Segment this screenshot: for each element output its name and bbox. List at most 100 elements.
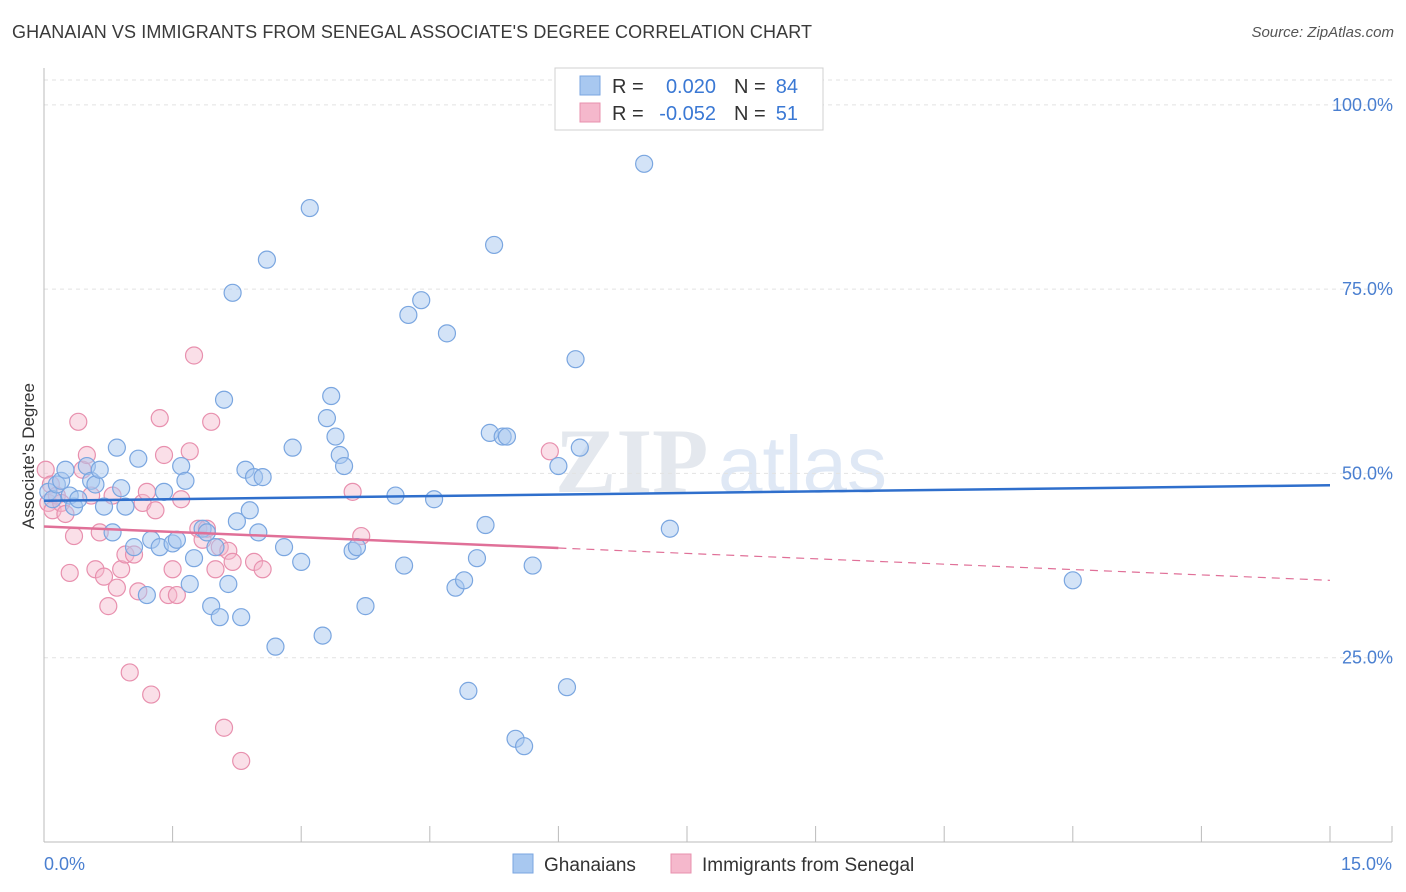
ghanaians-point [167,530,186,549]
ghanaians-point [94,497,114,516]
legend-n-label-1: N = [734,76,766,98]
ghanaians-point [240,501,259,520]
ghanaians-point [317,409,337,428]
y-tick-label: 25.0% [1342,648,1393,668]
legend-senegal-swatch [670,853,692,874]
senegal-point [60,563,79,583]
legend-r-label-2: R = [612,103,644,125]
ghanaians-point [454,571,474,590]
ghanaians-point [274,538,294,557]
ghanaians-point [356,597,375,616]
senegal-point [163,560,182,579]
ghanaians-point [437,324,457,343]
watermark: ZIP [555,410,708,512]
senegal-point [99,597,118,616]
ghanaians-point [266,637,285,656]
x-tick-label-min: 0.0% [44,854,85,874]
ghanaians-point [635,154,654,173]
legend-n-label-2: N = [734,103,766,125]
ghanaians-point [326,427,345,446]
ghanaians-point [227,512,246,531]
ghanaians-point [283,438,302,457]
senegal-trend-line [43,525,559,550]
legend-senegal-label: Immigrants from Senegal [702,855,914,876]
senegal-point [137,482,156,501]
ghanaians-point [347,538,367,557]
series-legend: Ghanaians Immigrants from Senegal [512,853,914,876]
senegal-point [253,560,272,579]
ghanaians-point [129,449,148,468]
senegal-point [214,718,234,737]
series-ghanaians-points [39,154,1082,756]
legend-n-value-2: 51 [776,103,798,125]
senegal-point [154,445,174,465]
senegal-point [64,526,84,546]
ghanaians-point [424,490,444,509]
ghanaians-point [523,556,542,575]
ghanaians-point [557,678,577,697]
ghanaians-point [476,515,495,535]
trend-lines [43,483,1331,581]
ghanaians-point [459,681,478,700]
ghanaians-point [103,523,122,542]
ghanaians-point [257,250,277,269]
legend-n-value-1: 84 [776,76,798,98]
ghanaians-point [56,460,75,479]
source-label: Source: ZipAtlas.com [1251,24,1394,41]
senegal-point [540,442,559,461]
senegal-point [107,578,126,597]
ghanaians-point [124,538,144,557]
ghanaians-point [176,471,195,490]
ghanaians-point [566,350,585,369]
ghanaians-point [154,482,174,501]
ghanaians-point [660,519,679,538]
legend-r-value-2: -0.052 [659,103,716,125]
ghanaians-point [253,468,272,487]
correlation-legend: R = 0.020 N = 84 R = -0.052 N = 51 [554,67,824,131]
senegal-point [150,409,169,428]
senegal-point [112,560,131,579]
legend-r-value-1: 0.020 [666,76,716,98]
y-tick-label: 75.0% [1342,279,1393,299]
ghanaians-point [107,438,126,457]
x-tick-label-max: 15.0% [1341,854,1392,874]
ghanaians-point [112,479,131,498]
ghanaians-point [116,497,135,516]
ghanaians-point [399,305,418,325]
legend-ghanaians-swatch [512,853,534,874]
senegal-point [184,346,204,365]
senegal-point [167,585,186,605]
ghanaians-point [300,198,319,218]
y-axis-label: Associate's Degree [19,383,38,529]
ghanaians-point [214,390,234,409]
ghanaians-point [223,283,242,302]
ghanaians-point [1063,571,1082,590]
y-tick-label: 50.0% [1342,463,1393,483]
x-axis-ticks [172,826,1393,842]
gridlines [44,79,1392,659]
ghanaians-trend-line [43,483,1331,502]
ghanaians-point [313,626,332,645]
senegal-point [146,501,165,520]
y-tick-label: 100.0% [1332,95,1393,115]
ghanaians-point [232,608,251,627]
ghanaians-point [137,585,156,605]
senegal-point [223,552,242,571]
ghanaians-point [219,574,238,594]
senegal-point [180,442,199,461]
ghanaians-point [334,456,354,476]
ghanaians-point [412,291,431,310]
senegal-point [232,751,251,771]
legend-r-label-1: R = [612,76,644,98]
ghanaians-point [180,574,199,594]
ghanaians-point [210,608,229,627]
ghanaians-point [549,456,568,476]
ghanaians-point [292,552,311,571]
senegal-point [120,663,139,682]
ghanaians-point [184,549,204,568]
watermark-atlas: atlas [718,420,887,509]
senegal-point [142,685,161,704]
legend-ghanaians-label: Ghanaians [544,855,636,876]
senegal-point [94,567,114,586]
